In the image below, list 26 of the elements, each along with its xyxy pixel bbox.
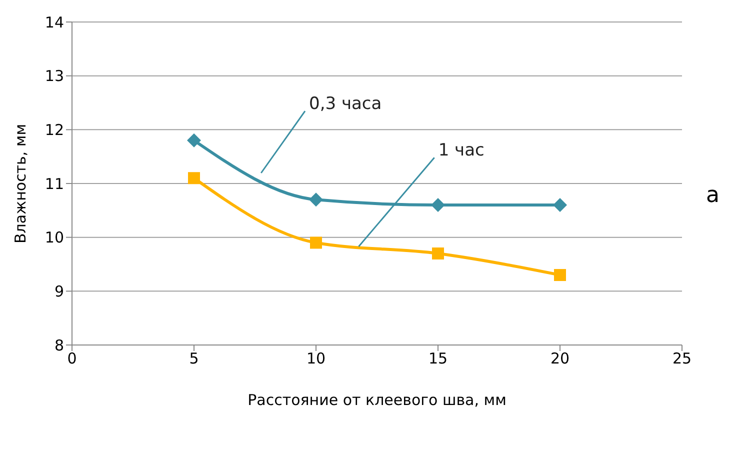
y-tick-label: 14 xyxy=(44,13,64,32)
point xyxy=(432,247,444,260)
text: 1 час xyxy=(438,140,484,161)
point xyxy=(553,198,567,212)
point xyxy=(309,192,323,207)
x-tick-label: 25 xyxy=(672,350,692,368)
y-axis-title: Влажность, мм xyxy=(11,124,30,244)
x-tick-label: 0 xyxy=(67,350,77,368)
x-axis-title: Расстояние от клеевого шва, мм xyxy=(248,391,506,409)
point xyxy=(554,269,566,282)
x-tick-label: 10 xyxy=(306,350,326,368)
point xyxy=(310,236,322,249)
y-tick-label: 13 xyxy=(44,67,64,86)
y-tick-label: 11 xyxy=(44,174,64,193)
y-tick-label: 9 xyxy=(54,282,64,300)
y-tick-label: 12 xyxy=(44,120,64,139)
x-tick-label: 5 xyxy=(189,350,199,368)
text: 0,3 часа xyxy=(309,94,382,114)
point xyxy=(187,133,201,148)
x-tick-label: 20 xyxy=(550,350,570,368)
x-tick-label: 15 xyxy=(428,350,448,368)
y-tick-label: 10 xyxy=(44,228,64,247)
y-tick-label: 8 xyxy=(54,336,64,354)
point xyxy=(188,172,200,184)
point xyxy=(431,198,445,212)
text: а xyxy=(706,183,720,208)
